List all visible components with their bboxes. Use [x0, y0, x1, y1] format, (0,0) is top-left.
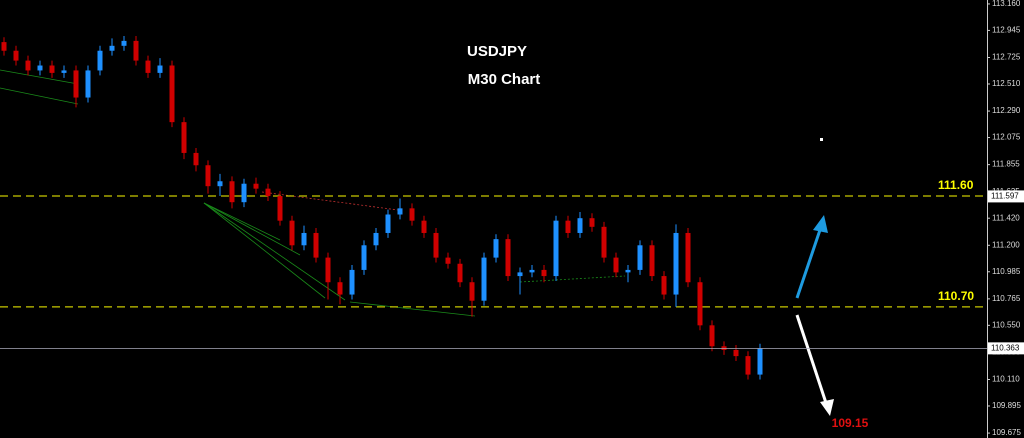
y-tick-label: 113.160: [992, 0, 1021, 8]
candle-body: [181, 122, 187, 153]
y-tick-label: 110.550: [992, 320, 1021, 329]
candle-body: [685, 232, 691, 283]
chart-subtitle: M30 Chart: [468, 71, 541, 88]
candle-body: [133, 40, 139, 61]
marker-dot: [820, 138, 823, 141]
candle-body: [301, 232, 307, 246]
y-tick-label: 112.075: [992, 133, 1021, 142]
price-tag-label: 110.363: [991, 343, 1020, 352]
candle-body: [457, 263, 463, 283]
chart-title: USDJPY: [467, 43, 527, 60]
trend-line: [261, 191, 399, 211]
candle-body: [601, 226, 607, 258]
candle-body: [325, 257, 331, 283]
up-arrow: [795, 215, 828, 299]
y-tick-label: 110.110: [992, 375, 1020, 384]
candle-body: [37, 65, 43, 71]
candle-body: [745, 356, 751, 375]
candle-body: [109, 45, 115, 51]
candle-body: [469, 282, 475, 301]
candle-body: [157, 65, 163, 73]
y-tick-label: 111.855: [992, 160, 1020, 169]
candle-body: [85, 70, 91, 98]
candle-body: [649, 245, 655, 277]
candle-body: [589, 218, 595, 227]
candle-body: [349, 269, 355, 295]
candle-body: [277, 196, 283, 221]
y-tick-label: 112.510: [992, 79, 1021, 88]
price-tag: [988, 342, 1024, 355]
y-tick-label: 111.200: [992, 240, 1020, 249]
level-label: 111.60: [938, 178, 974, 192]
candle-body: [229, 181, 235, 203]
candle-body: [565, 220, 571, 233]
down-arrow: [795, 314, 834, 416]
candle-body: [265, 188, 271, 197]
level-label: 110.70: [938, 289, 974, 303]
candle-body: [97, 50, 103, 71]
candle-body: [205, 165, 211, 187]
candle-body: [481, 257, 487, 301]
candle-body: [697, 282, 703, 326]
candle-body: [241, 183, 247, 203]
candle-body: [145, 60, 151, 73]
candle-body: [517, 272, 523, 277]
candle-body: [757, 348, 763, 375]
target-label: 109.15: [832, 416, 869, 430]
candle-body: [661, 276, 667, 295]
candle-body: [397, 208, 403, 215]
candle-body: [625, 269, 631, 273]
candle-body: [313, 232, 319, 258]
candle-body: [61, 70, 67, 73]
candle-body: [433, 232, 439, 258]
y-tick-label: 109.895: [992, 401, 1021, 410]
candle-body: [409, 208, 415, 221]
candle-body: [169, 65, 175, 123]
candle-body: [1, 42, 7, 51]
candle-body: [505, 239, 511, 277]
candle-body: [25, 60, 31, 71]
candle-body: [49, 65, 55, 73]
candle-body: [193, 152, 199, 166]
candle-body: [553, 220, 559, 277]
candle-body: [613, 257, 619, 273]
candle-body: [73, 70, 79, 98]
candle-body: [373, 232, 379, 246]
y-tick-label: 111.420: [992, 213, 1020, 222]
y-tick-label: 109.675: [992, 428, 1021, 437]
candle-body: [673, 232, 679, 295]
candle-body: [361, 245, 367, 270]
candle-body: [337, 282, 343, 295]
candle-body: [289, 220, 295, 246]
candle-body: [733, 349, 739, 357]
y-tick-label: 112.290: [992, 106, 1021, 115]
candle-body: [421, 220, 427, 233]
price-tag-label: 111.597: [991, 192, 1019, 201]
candle-body: [121, 40, 127, 46]
candle-body: [577, 218, 583, 233]
candle-body: [541, 269, 547, 277]
candle-body: [529, 269, 535, 273]
candle-body: [709, 325, 715, 347]
y-tick-label: 112.945: [992, 26, 1021, 35]
candle-body: [493, 239, 499, 258]
candle-body: [253, 183, 259, 189]
y-tick-label: 110.765: [992, 294, 1021, 303]
candle-body: [637, 245, 643, 270]
candle-body: [385, 214, 391, 233]
y-tick-label: 112.725: [992, 53, 1021, 62]
candle-body: [217, 181, 223, 187]
candle-body: [445, 257, 451, 264]
trend-lines: [0, 69, 626, 317]
price-tag: [988, 190, 1024, 203]
candle-body: [13, 50, 19, 61]
y-tick-label: 110.985: [992, 267, 1021, 276]
